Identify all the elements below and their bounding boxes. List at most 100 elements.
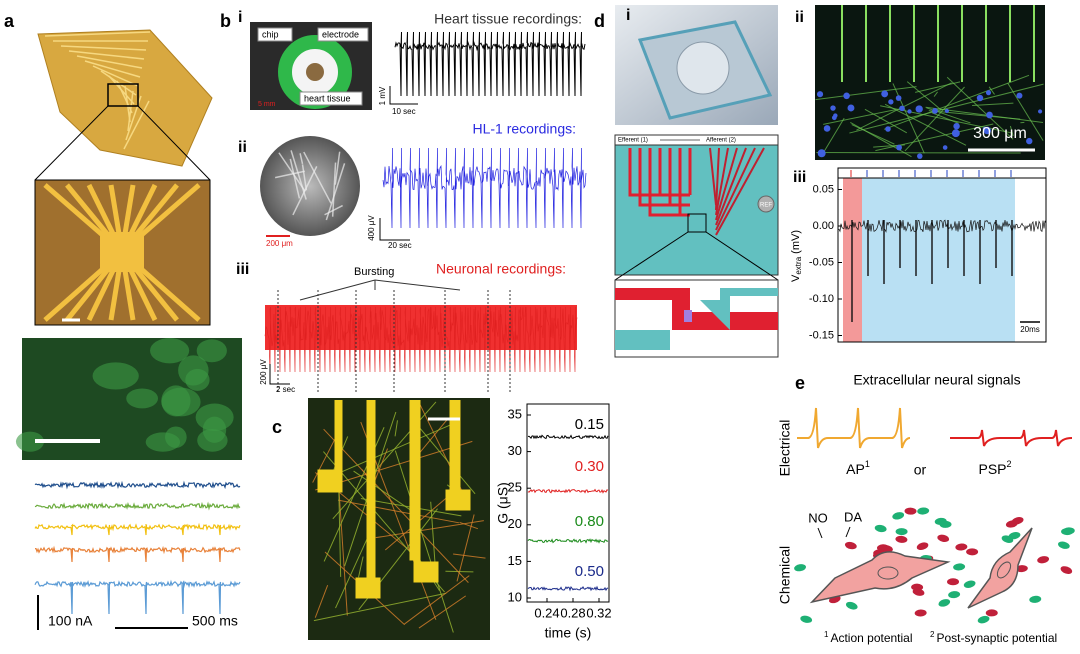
red-lead (715, 147, 720, 211)
x-tick-label: 0.28 (560, 605, 585, 620)
nucleus (833, 113, 838, 118)
neurite (312, 433, 339, 483)
molecule (955, 543, 968, 551)
neurite (394, 450, 454, 633)
cell (195, 403, 234, 432)
neurite (946, 76, 1014, 140)
zoom-line (34, 105, 109, 181)
nucleus (944, 108, 950, 114)
label: 300 μm (973, 125, 1027, 142)
electrode-center (100, 232, 144, 272)
nucleus (843, 92, 850, 100)
nucleus (847, 104, 855, 112)
label: 100 nA (48, 613, 93, 629)
nucleus (816, 91, 824, 98)
neurite (915, 81, 961, 93)
fluorescence-image (815, 5, 1045, 160)
red-lead (715, 147, 765, 236)
callout-box (317, 27, 369, 42)
cell-texture (299, 153, 304, 165)
molecule (844, 541, 857, 550)
trace (394, 31, 586, 97)
label: NO (808, 510, 828, 525)
nucleus (817, 149, 826, 158)
callout-box (257, 27, 293, 42)
label: electrode (322, 29, 359, 39)
footnote-mark: 1 (865, 459, 870, 469)
neurite (972, 102, 1014, 106)
trace (527, 538, 609, 544)
footnote: 1 Action potential (824, 630, 913, 645)
neurite (1009, 125, 1014, 137)
label: 2 sec (276, 385, 295, 394)
gold-electrode (445, 400, 471, 511)
footnote-text: Post-synaptic potential (936, 631, 1057, 645)
label: Neuronal recordings: (436, 261, 566, 277)
nucleus (1026, 137, 1033, 145)
nucleus (888, 99, 894, 105)
chip-lead (84, 60, 141, 78)
nucleus (823, 125, 831, 132)
label: Chemical (777, 546, 793, 604)
axis-label: Vextra (mV) (790, 230, 803, 282)
red-lead (648, 148, 690, 217)
trace-label: 0.50 (575, 563, 604, 580)
neurite (323, 428, 469, 583)
cell (196, 339, 227, 363)
scale-bar (269, 364, 290, 385)
trace-label: 0.15 (575, 416, 604, 433)
arrow (374, 279, 461, 291)
label: REF (760, 203, 772, 209)
nucleus (896, 144, 902, 151)
neurite (313, 592, 447, 622)
neurite (394, 420, 398, 437)
footnote: 2 Post-synaptic potential (930, 630, 1057, 645)
label: DA (844, 509, 862, 524)
y-tick-label: 20 (508, 516, 522, 531)
teal-lead (615, 288, 778, 350)
cell (161, 387, 201, 417)
molecule (794, 564, 807, 572)
heart-tissue (306, 63, 324, 81)
trace (34, 480, 241, 490)
neurite (353, 470, 414, 513)
y-tick-label: 0.05 (813, 183, 834, 195)
chip-lead (123, 100, 150, 150)
molecule (953, 563, 966, 571)
neurite (815, 86, 917, 101)
panel-label: b (220, 11, 231, 31)
footnote-mark: 1 (824, 630, 829, 639)
ref-electrode (757, 195, 775, 213)
neurite (931, 112, 959, 124)
molecule (800, 615, 813, 623)
zoom-box (107, 83, 139, 107)
label: or (914, 462, 927, 478)
chip-lead (76, 55, 143, 69)
label: 500 ms (192, 613, 238, 629)
cell (15, 431, 45, 452)
cell-nucleus (996, 561, 1012, 579)
neurite (1007, 82, 1044, 141)
cell (92, 362, 139, 390)
post-synaptic-potential (950, 429, 1073, 447)
molecule (917, 507, 930, 515)
nucleus (951, 129, 960, 138)
red-lead (715, 147, 729, 216)
neurite (875, 123, 994, 152)
label: 10 sec (392, 107, 416, 116)
axis-label-part: V (790, 274, 802, 282)
molecule (916, 542, 929, 551)
nucleus (976, 94, 984, 102)
molecule (948, 591, 961, 599)
cell-texture (301, 164, 308, 191)
molecule (1037, 556, 1050, 564)
axis-label: time (s) (545, 625, 592, 641)
cell-texture (289, 158, 301, 199)
gold-electrode (409, 400, 439, 583)
scale-bar (379, 218, 410, 241)
mea-well (676, 41, 730, 95)
x-tick-label: 0.32 (586, 605, 611, 620)
y-tick-label: -0.05 (809, 256, 834, 268)
molecule (1015, 565, 1028, 573)
neurite (883, 74, 1030, 130)
